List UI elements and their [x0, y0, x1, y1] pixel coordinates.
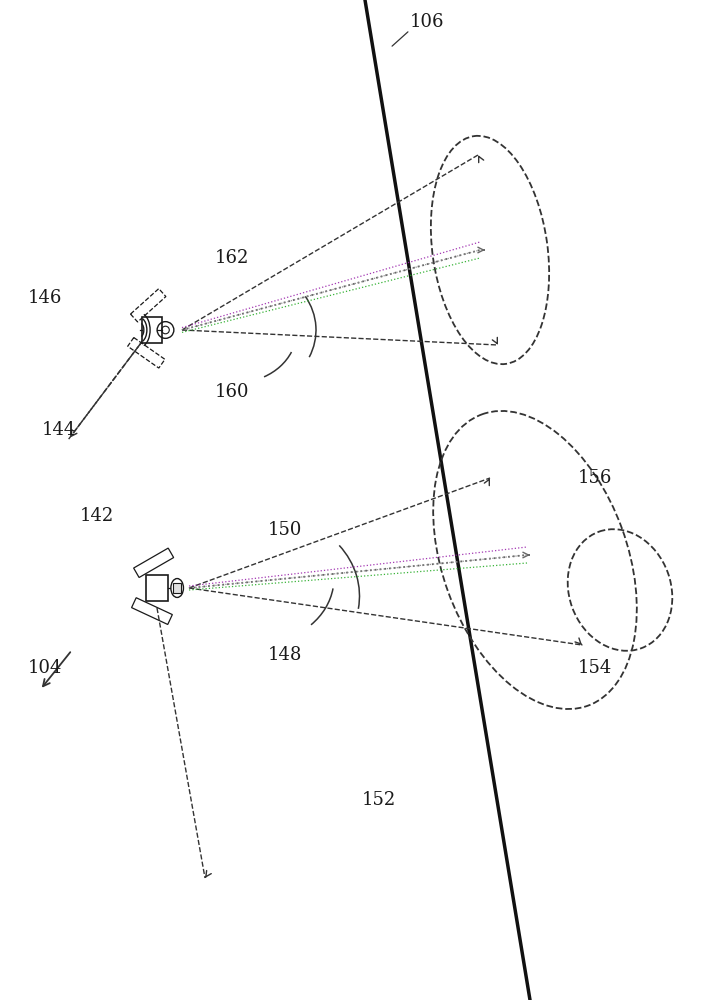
Text: 160: 160	[215, 383, 249, 401]
Text: 154: 154	[578, 659, 612, 677]
Text: 152: 152	[362, 791, 396, 809]
Text: 148: 148	[268, 646, 302, 664]
Ellipse shape	[171, 579, 183, 597]
Text: 146: 146	[28, 289, 62, 307]
Bar	[174, 583, 181, 593]
Text: 162: 162	[215, 249, 249, 267]
Text: 142: 142	[80, 507, 114, 525]
Text: 104: 104	[28, 659, 62, 677]
Text: 144: 144	[42, 421, 76, 439]
Polygon shape	[141, 317, 163, 343]
Text: 156: 156	[578, 469, 613, 487]
Polygon shape	[146, 575, 168, 601]
Text: 150: 150	[268, 521, 302, 539]
Text: 106: 106	[410, 13, 445, 31]
